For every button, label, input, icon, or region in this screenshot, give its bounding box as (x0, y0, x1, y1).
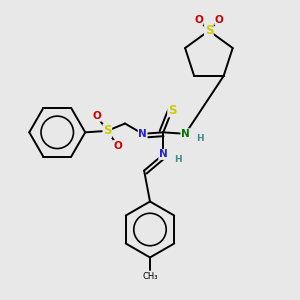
Text: O: O (113, 141, 122, 151)
Text: N: N (138, 129, 147, 139)
Text: N: N (181, 129, 190, 139)
Text: S: S (205, 24, 213, 37)
Text: S: S (168, 104, 176, 117)
Text: S: S (103, 124, 112, 137)
Text: O: O (215, 15, 224, 25)
Text: H: H (174, 155, 182, 164)
Text: N: N (159, 149, 168, 159)
Text: H: H (196, 134, 204, 143)
Text: O: O (93, 111, 101, 121)
Text: CH₃: CH₃ (142, 272, 158, 280)
Text: O: O (194, 15, 203, 25)
